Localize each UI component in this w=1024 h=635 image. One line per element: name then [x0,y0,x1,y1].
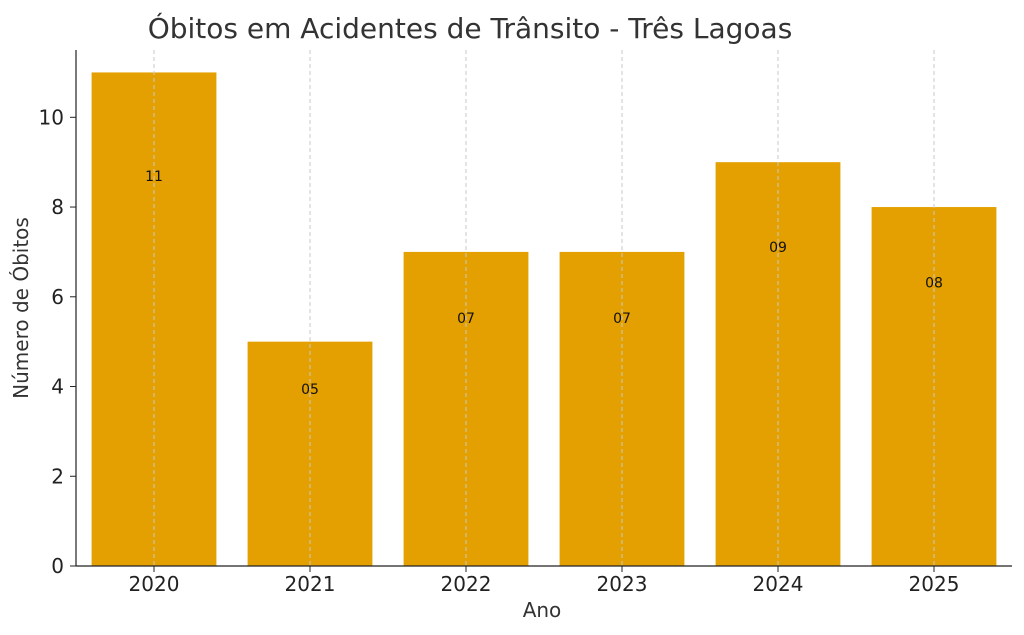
chart-title: Óbitos em Acidentes de Trânsito - Três L… [148,11,793,45]
x-tick-label-2021: 2021 [285,572,336,596]
y-axis-label: Número de Óbitos [9,217,33,399]
y-tick-label-0: 0 [51,554,64,578]
y-tick-label-10: 10 [39,105,64,129]
grid-lines [153,50,935,566]
x-axis: 2020 2021 2022 2023 2024 2025 [76,565,1012,596]
y-tick-label-2: 2 [51,464,64,488]
x-tick-label-2020: 2020 [129,572,180,596]
x-tick-label-2024: 2024 [753,572,804,596]
x-tick-label-2025: 2025 [909,572,960,596]
x-tick-label-2022: 2022 [441,572,492,596]
y-tick-label-4: 4 [51,375,64,399]
y-tick-label-6: 6 [51,285,64,309]
bars [91,72,997,567]
x-tick-label-2023: 2023 [597,572,648,596]
x-axis-label: Ano [523,598,562,622]
y-axis: 0 2 4 6 8 10 [39,50,77,578]
y-tick-label-8: 8 [51,195,64,219]
